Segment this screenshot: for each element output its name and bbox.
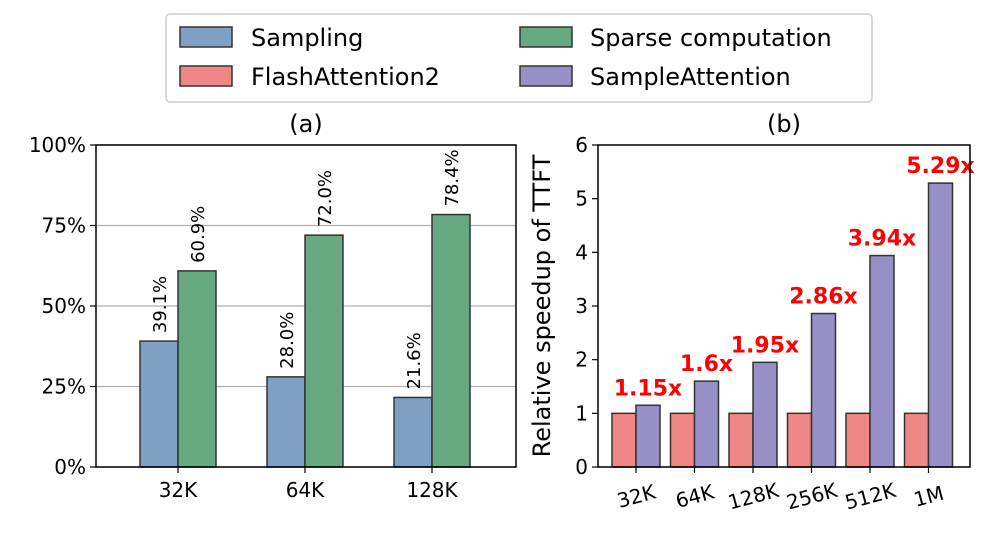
chart-b-bar <box>810 312 837 468</box>
chart-a-value-label: 72.0% <box>315 170 336 227</box>
chart-a-bar <box>431 213 471 468</box>
chart-a-x-tick-label: 128K <box>406 478 458 502</box>
chart-a-title: (a) <box>289 110 322 138</box>
chart-b-y-ticks: 0 1 2 3 4 5 6 <box>575 133 598 479</box>
chart-b-x-tick-label: 128K <box>725 478 782 515</box>
chart-a-y-ticks: 0% 25% 50% 75% 100% <box>29 133 96 479</box>
legend-swatch-sparse <box>519 26 573 48</box>
chart-b-x-tick-label: 64K <box>673 479 717 512</box>
legend-frame <box>165 13 873 103</box>
chart-a-bars <box>139 213 471 468</box>
chart-b-y-tick-label: 1 <box>575 401 588 425</box>
chart-a-value-labels: 39.1% 60.9% 28.0% 72.0% 21.6% 78.4% <box>150 149 463 389</box>
chart-b-speedup-label: 2.86x <box>789 285 857 310</box>
chart-b-bar <box>786 412 813 468</box>
chart-b-bar <box>728 412 754 468</box>
chart-b-speedup-label: 1.6x <box>680 352 733 377</box>
chart-a-x-tick-label: 32K <box>159 478 198 502</box>
chart-a-value-label: 28.0% <box>277 312 298 369</box>
chart-b-y-tick-label: 6 <box>575 133 588 157</box>
chart-a-y-tick-label: 25% <box>42 375 86 399</box>
chart-a-y-tick-label: 75% <box>42 214 86 238</box>
legend: Sampling Sparse computation FlashAttenti… <box>165 13 873 103</box>
legend-label-sampling: Sampling <box>251 24 363 52</box>
chart-a-bar <box>139 340 179 468</box>
chart-a-bar <box>177 270 217 468</box>
chart-b-bar <box>752 361 778 468</box>
chart-b-ylabel: Relative speedup of TTFT <box>528 154 556 457</box>
chart-a-bar <box>304 234 344 468</box>
chart-b-y-tick-label: 5 <box>575 187 588 211</box>
legend-label-sparse: Sparse computation <box>590 24 832 52</box>
chart-a-value-label: 60.9% <box>188 206 209 263</box>
chart-a-y-tick-label: 0% <box>54 455 86 479</box>
chart-b-y-tick-label: 0 <box>575 455 588 479</box>
legend-label-sampleattention: SampleAttention <box>590 63 791 91</box>
chart-b: (b) Relative speedup of TTFT 1.15x1.6x1.… <box>528 110 975 514</box>
chart-b-x-tick-label: 32K <box>614 479 658 512</box>
chart-b-bar <box>927 182 954 468</box>
chart-a: (a) 39.1% 60.9% 28.0% 72.0% 21.6% 78.4% 0% 25%… <box>29 110 517 502</box>
chart-a-bar <box>393 396 433 468</box>
legend-swatch-sampleattention <box>519 65 573 87</box>
chart-b-y-tick-label: 2 <box>575 348 588 372</box>
chart-a-value-label: 39.1% <box>150 276 171 333</box>
chart-a-value-label: 78.4% <box>442 149 463 206</box>
chart-b-bar <box>693 380 720 468</box>
chart-b-speedup-label: 3.94x <box>848 227 916 252</box>
chart-b-speedup-label: 5.29x <box>906 154 974 179</box>
chart-b-bar <box>869 254 895 468</box>
chart-b-bar <box>669 412 696 468</box>
legend-swatch-flashattention2 <box>179 65 233 87</box>
chart-b-y-tick-label: 3 <box>575 294 588 318</box>
chart-b-bars <box>611 182 954 468</box>
chart-b-x-ticks: 32K 64K 128K 256K 512K 1M <box>614 467 946 514</box>
chart-b-y-tick-label: 4 <box>575 240 588 264</box>
chart-a-bar <box>266 376 306 468</box>
chart-b-bar <box>635 404 661 468</box>
chart-b-bar <box>845 412 871 468</box>
chart-b-x-tick-label: 1M <box>911 481 946 512</box>
legend-swatch-sampling <box>179 26 233 48</box>
chart-a-y-tick-label: 50% <box>42 294 86 318</box>
legend-label-flashattention2: FlashAttention2 <box>251 63 440 91</box>
chart-a-value-label: 21.6% <box>404 332 425 389</box>
chart-a-y-tick-label: 100% <box>29 133 86 157</box>
chart-b-x-tick-label: 256K <box>784 478 841 515</box>
chart-b-bar <box>611 412 637 468</box>
chart-a-x-tick-label: 64K <box>286 478 325 502</box>
chart-b-x-tick-label: 512K <box>842 478 899 515</box>
chart-a-x-ticks: 32K 64K 128K <box>159 467 459 502</box>
chart-b-title: (b) <box>767 110 801 138</box>
chart-b-speedup-label: 1.15x <box>614 376 682 401</box>
chart-b-speedup-label: 1.95x <box>731 333 799 358</box>
chart-b-bar <box>903 412 930 468</box>
